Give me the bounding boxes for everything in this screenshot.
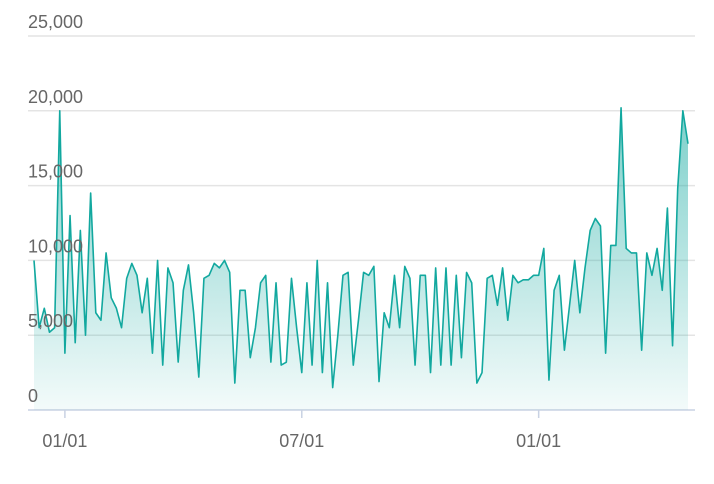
y-tick-label: 0: [28, 386, 38, 406]
labels: 0 5,000 10,000 15,000 20,000 25,000 01/01 07/01…: [28, 12, 561, 451]
y-tick-label: 5,000: [28, 311, 73, 331]
area: [34, 107, 688, 410]
y-tick-label: 15,000: [28, 162, 83, 182]
x-tick-label: 01/01: [516, 431, 561, 451]
y-tick-label: 10,000: [28, 236, 83, 256]
x-tick-label: 07/01: [279, 431, 324, 451]
plot: [33, 107, 689, 410]
line: [33, 107, 689, 389]
x-tick-label: 01/01: [42, 431, 87, 451]
y-tick-label: 20,000: [28, 87, 83, 107]
y-tick-label: 25,000: [28, 12, 83, 32]
